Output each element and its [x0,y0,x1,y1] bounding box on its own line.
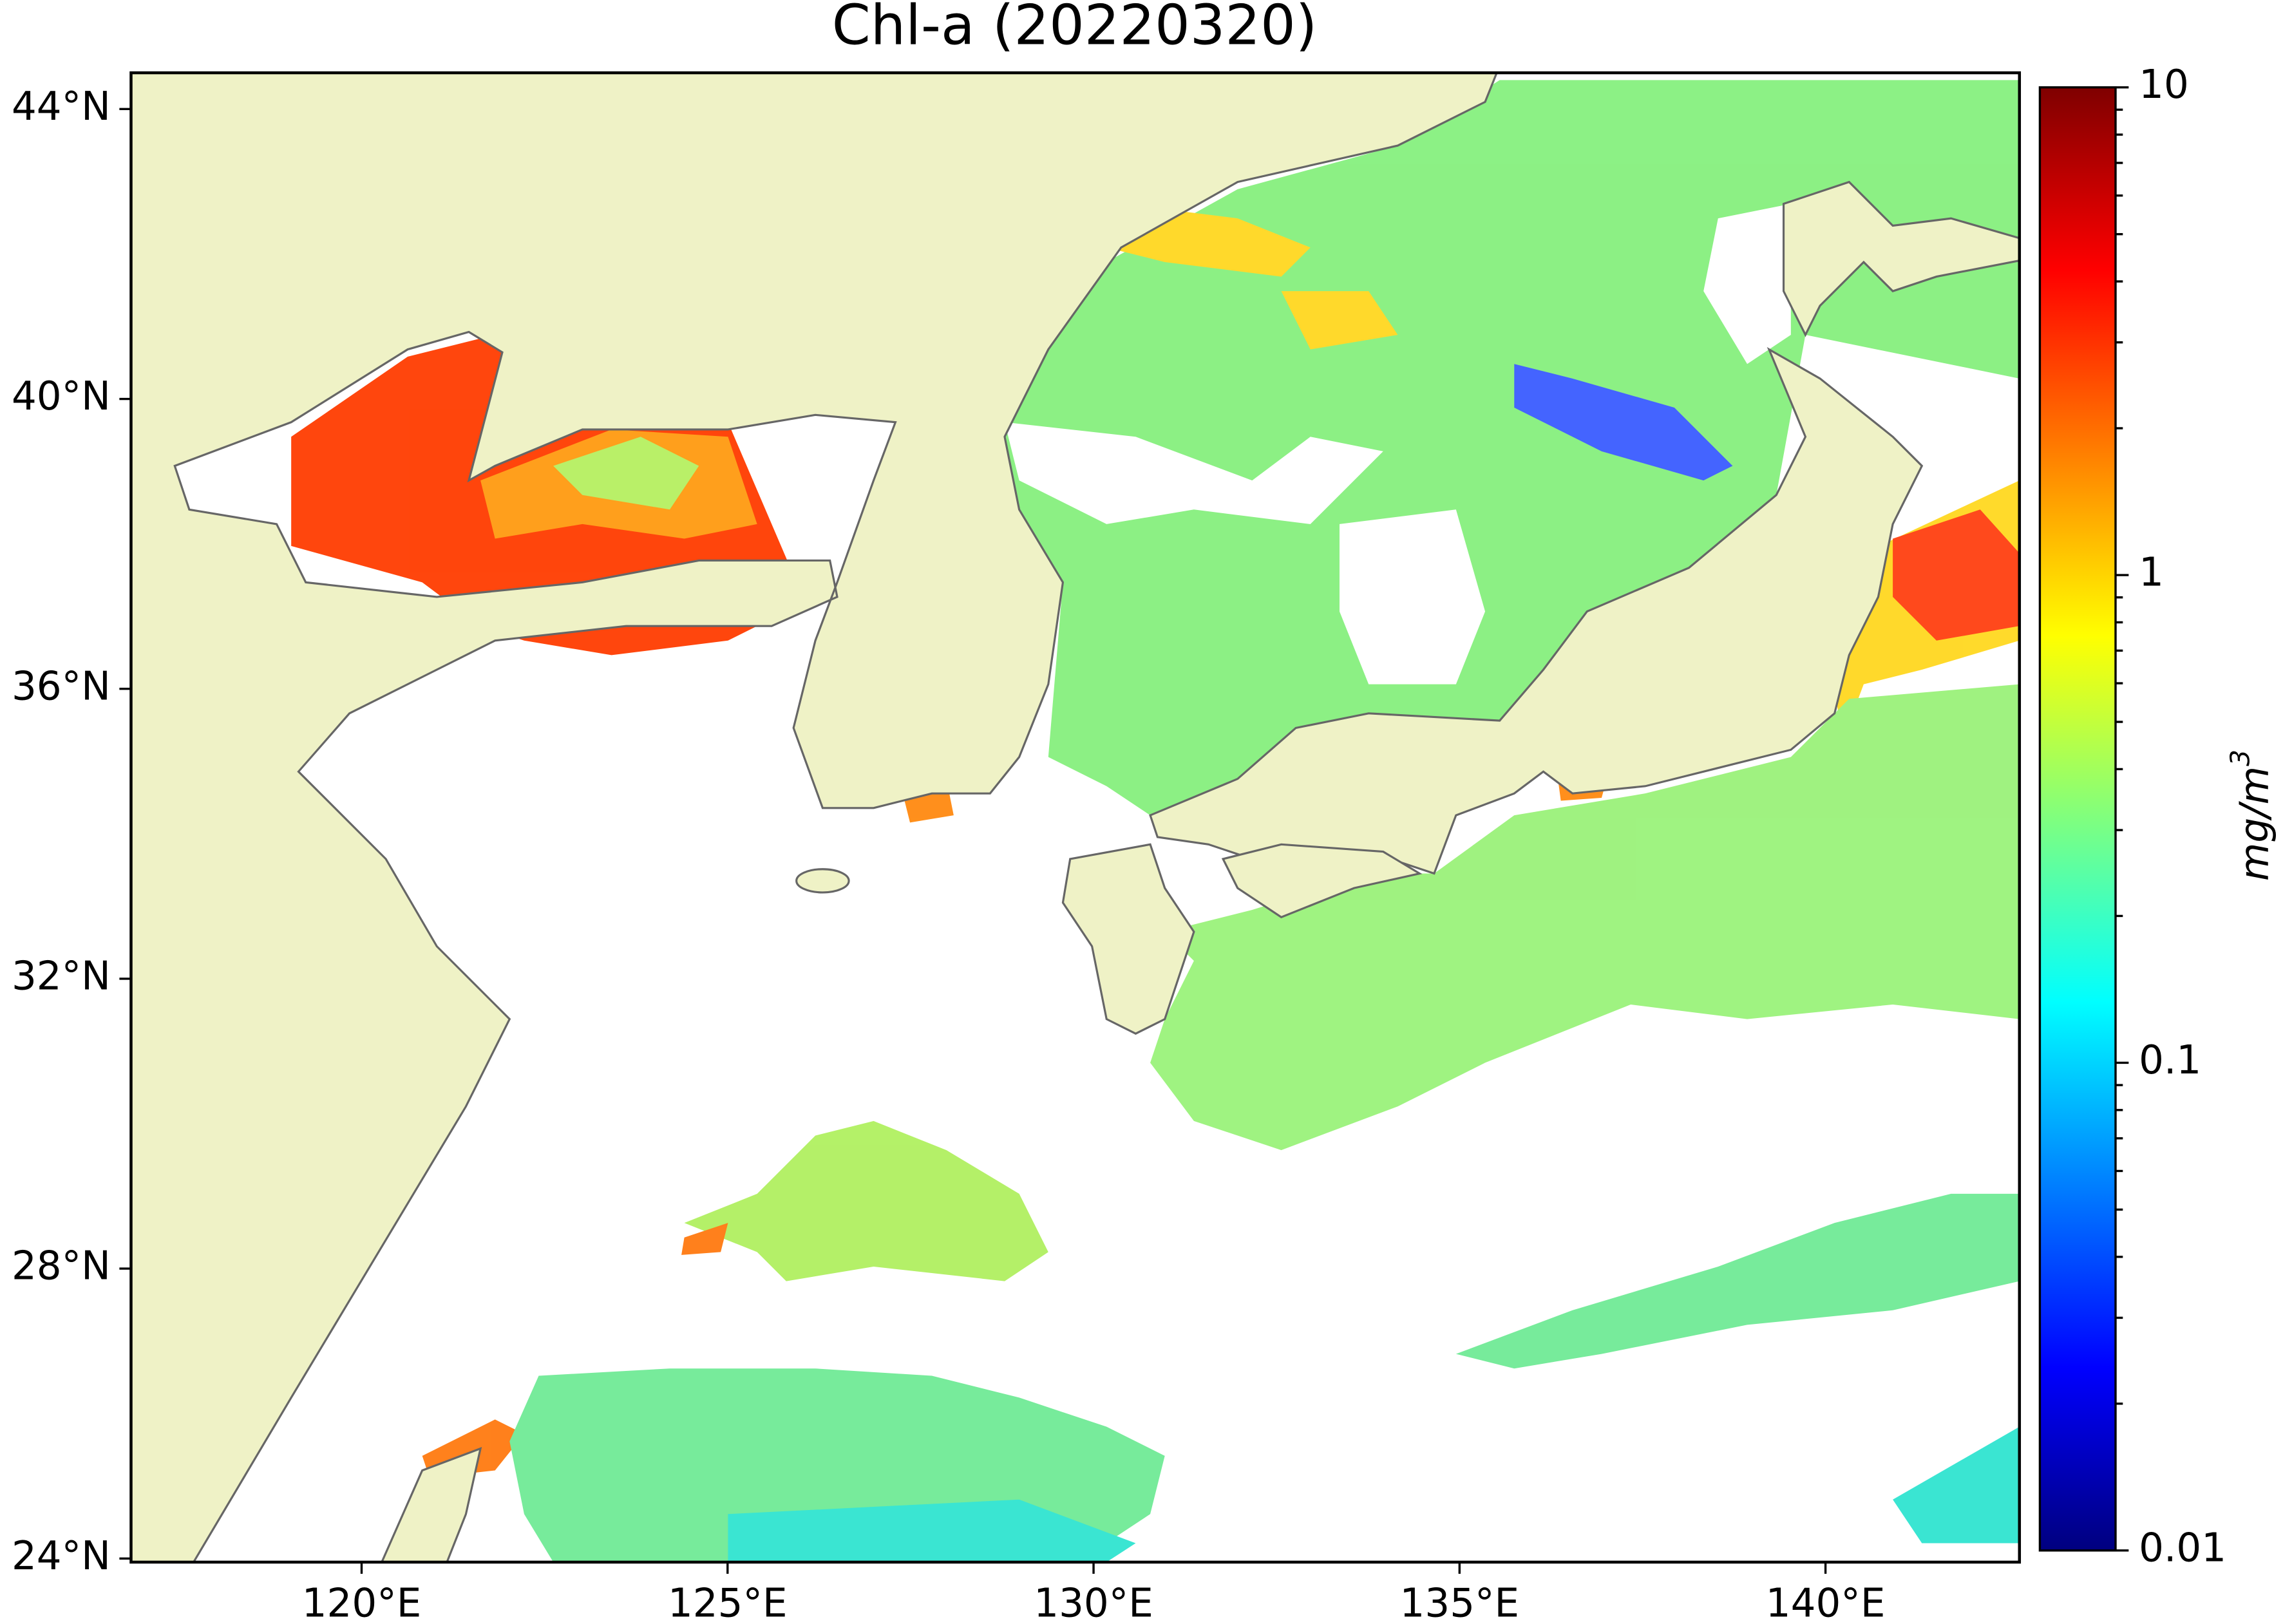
map [131,73,2020,1562]
patch [728,1426,2020,1562]
colorbar-tick-label: 10 [2139,62,2189,108]
x-tick-label: 120°E [302,1580,422,1624]
patch [509,1193,2020,1562]
colorbar [2038,86,2117,1552]
colorbar-label-text: mg/m [2231,766,2277,881]
x-tick-label: 135°E [1400,1580,1520,1624]
y-tick-label: 24°N [12,1533,111,1579]
patch [1893,509,2020,641]
patch [1514,364,1733,481]
colorbar-label: mg/m3 [2225,750,2277,881]
y-tick-label: 40°N [12,373,111,419]
colorbar-tick-label: 0.01 [2139,1525,2226,1571]
patch [684,1120,1048,1281]
patch [422,1223,728,1478]
y-tick-label: 44°N [12,84,111,129]
land-jeju [795,868,850,894]
y-tick-label: 32°N [12,953,111,999]
patch [1150,684,2020,1151]
colorbar-label-superscript: 3 [2225,750,2256,766]
colorbar-tick-label: 1 [2139,550,2164,596]
chart-title: Chl-a (20220320) [832,0,1318,58]
x-tick-label: 130°E [1034,1580,1153,1624]
land-mainland [131,73,1498,1562]
patch [553,437,699,510]
map-frame [129,71,2022,1564]
patch [1106,203,2020,743]
land-taiwan [381,1447,482,1562]
land-hokkaido [1782,180,2020,337]
patch [1004,203,1791,685]
land-kyushu [1061,843,1195,1035]
x-tick-label: 140°E [1766,1580,1886,1624]
y-tick-label: 28°N [12,1243,111,1289]
chlorophyll-field [291,80,2020,1562]
land-shikoku [1221,843,1423,919]
x-tick-label: 125°E [668,1580,788,1624]
colorbar-tick-label: 0.1 [2139,1037,2201,1083]
y-tick-label: 36°N [12,663,111,709]
